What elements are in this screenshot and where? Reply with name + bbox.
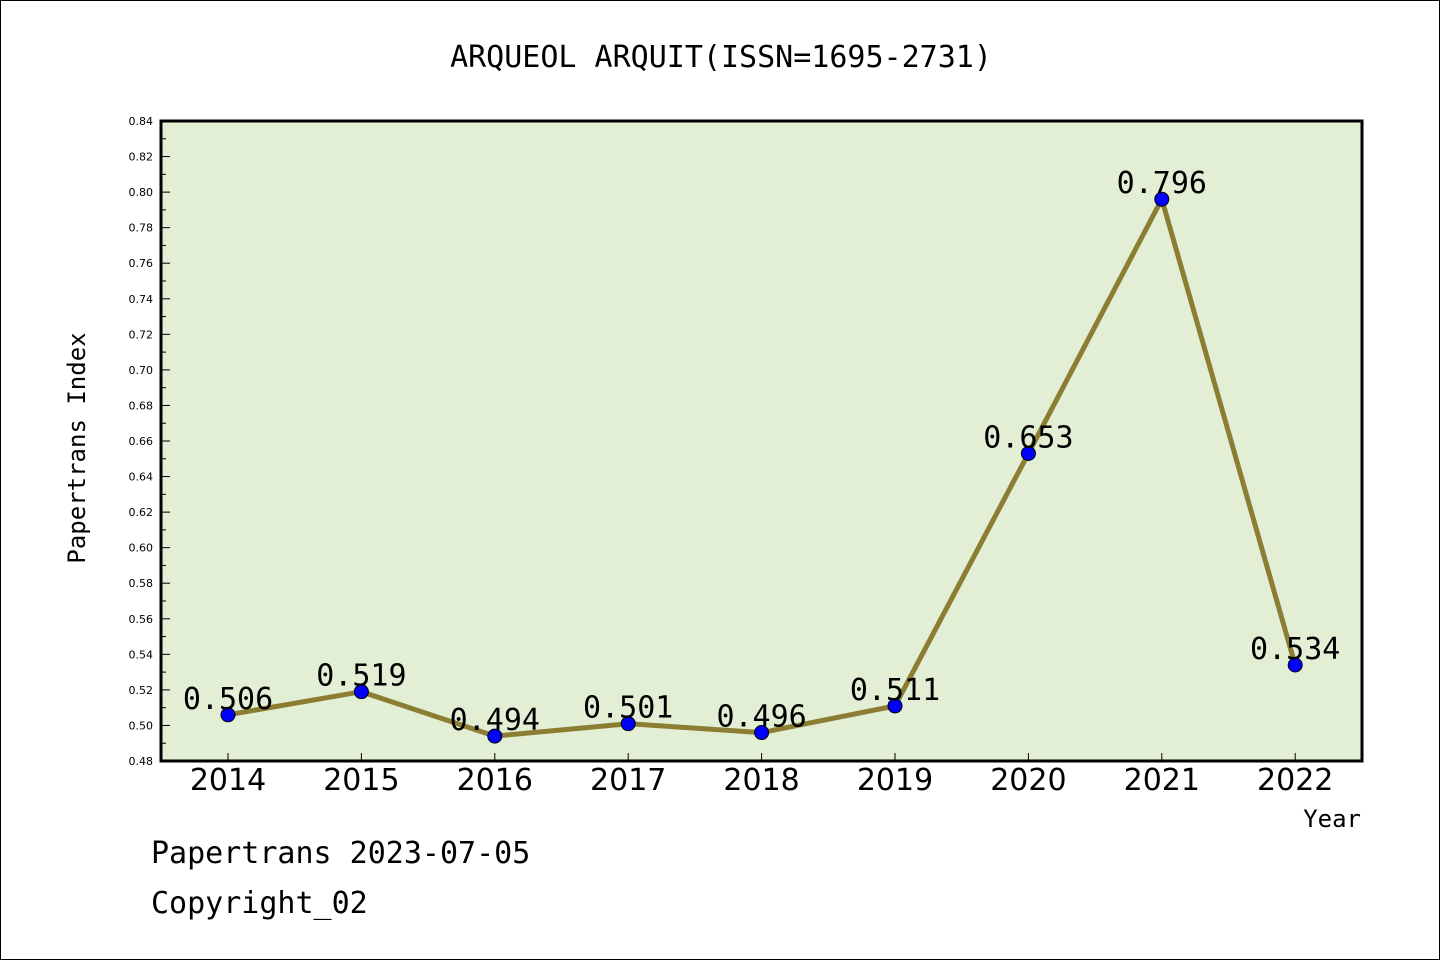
footer-date: Papertrans 2023-07-05 bbox=[151, 836, 531, 871]
x-tick-label: 2021 bbox=[1124, 763, 1200, 798]
y-tick-label: 0.70 bbox=[129, 364, 154, 377]
data-point bbox=[620, 716, 636, 732]
data-label: 0.511 bbox=[850, 673, 940, 708]
data-label: 0.534 bbox=[1250, 632, 1340, 667]
y-tick-label: 0.76 bbox=[129, 257, 154, 270]
x-tick-label: 2018 bbox=[723, 763, 799, 798]
data-point bbox=[887, 698, 903, 714]
y-axis-label: Papertrans Index bbox=[63, 332, 91, 563]
data-label: 0.501 bbox=[583, 691, 673, 726]
x-tick-label: 2022 bbox=[1257, 763, 1333, 798]
y-tick-label: 0.68 bbox=[129, 399, 154, 412]
data-label: 0.496 bbox=[716, 700, 806, 735]
x-tick-label: 2017 bbox=[590, 763, 666, 798]
y-tick-label: 0.56 bbox=[129, 613, 154, 626]
y-tick-label: 0.82 bbox=[129, 151, 154, 164]
y-tick-label: 0.72 bbox=[129, 328, 154, 341]
data-point bbox=[220, 707, 236, 723]
chart-title: ARQUEOL ARQUIT(ISSN=1695-2731) bbox=[450, 40, 992, 75]
x-tick-label: 2020 bbox=[990, 763, 1066, 798]
data-point bbox=[754, 725, 770, 741]
y-tick-label: 0.74 bbox=[129, 293, 154, 306]
x-tick-label: 2016 bbox=[457, 763, 533, 798]
y-tick-label: 0.60 bbox=[129, 542, 154, 555]
data-label: 0.519 bbox=[316, 659, 406, 694]
data-point bbox=[1287, 657, 1303, 673]
y-tick-label: 0.62 bbox=[129, 506, 154, 519]
data-label: 0.506 bbox=[183, 682, 273, 717]
series-layer: 0.506 0.519 0.494 0.501 0.496 0.511 0.653 0.796… bbox=[183, 166, 1340, 744]
y-tick-label: 0.78 bbox=[129, 222, 154, 235]
data-label: 0.494 bbox=[450, 703, 540, 738]
y-tick-label: 0.66 bbox=[129, 435, 154, 448]
y-tick-label: 0.84 bbox=[129, 115, 154, 128]
x-axis: 2014 2015 2016 2017 2018 2019 2020 2021 2022 bbox=[190, 753, 1333, 798]
x-axis-label: Year bbox=[1303, 805, 1361, 833]
plot-area bbox=[159, 119, 1364, 763]
x-tick-label: 2014 bbox=[190, 763, 266, 798]
data-point bbox=[487, 728, 503, 744]
footer-copyright: Copyright_02 bbox=[151, 886, 368, 921]
data-label: 0.653 bbox=[983, 420, 1073, 455]
y-tick-label: 0.50 bbox=[129, 719, 154, 732]
x-tick-label: 2019 bbox=[857, 763, 933, 798]
y-tick-label: 0.48 bbox=[129, 755, 154, 768]
y-tick-label: 0.64 bbox=[129, 471, 154, 484]
data-label: 0.796 bbox=[1117, 166, 1207, 201]
x-tick-label: 2015 bbox=[323, 763, 399, 798]
data-point bbox=[1020, 445, 1036, 461]
y-axis: 0.48 0.50 0.52 0.54 0.56 0.58 0.60 0.62 0.64 0.66… bbox=[129, 115, 170, 768]
y-tick-label: 0.52 bbox=[129, 684, 154, 697]
data-point bbox=[1154, 191, 1170, 207]
y-tick-label: 0.58 bbox=[129, 577, 154, 590]
data-point bbox=[353, 684, 369, 700]
y-tick-label: 0.80 bbox=[129, 186, 154, 199]
y-tick-label: 0.54 bbox=[129, 648, 154, 661]
